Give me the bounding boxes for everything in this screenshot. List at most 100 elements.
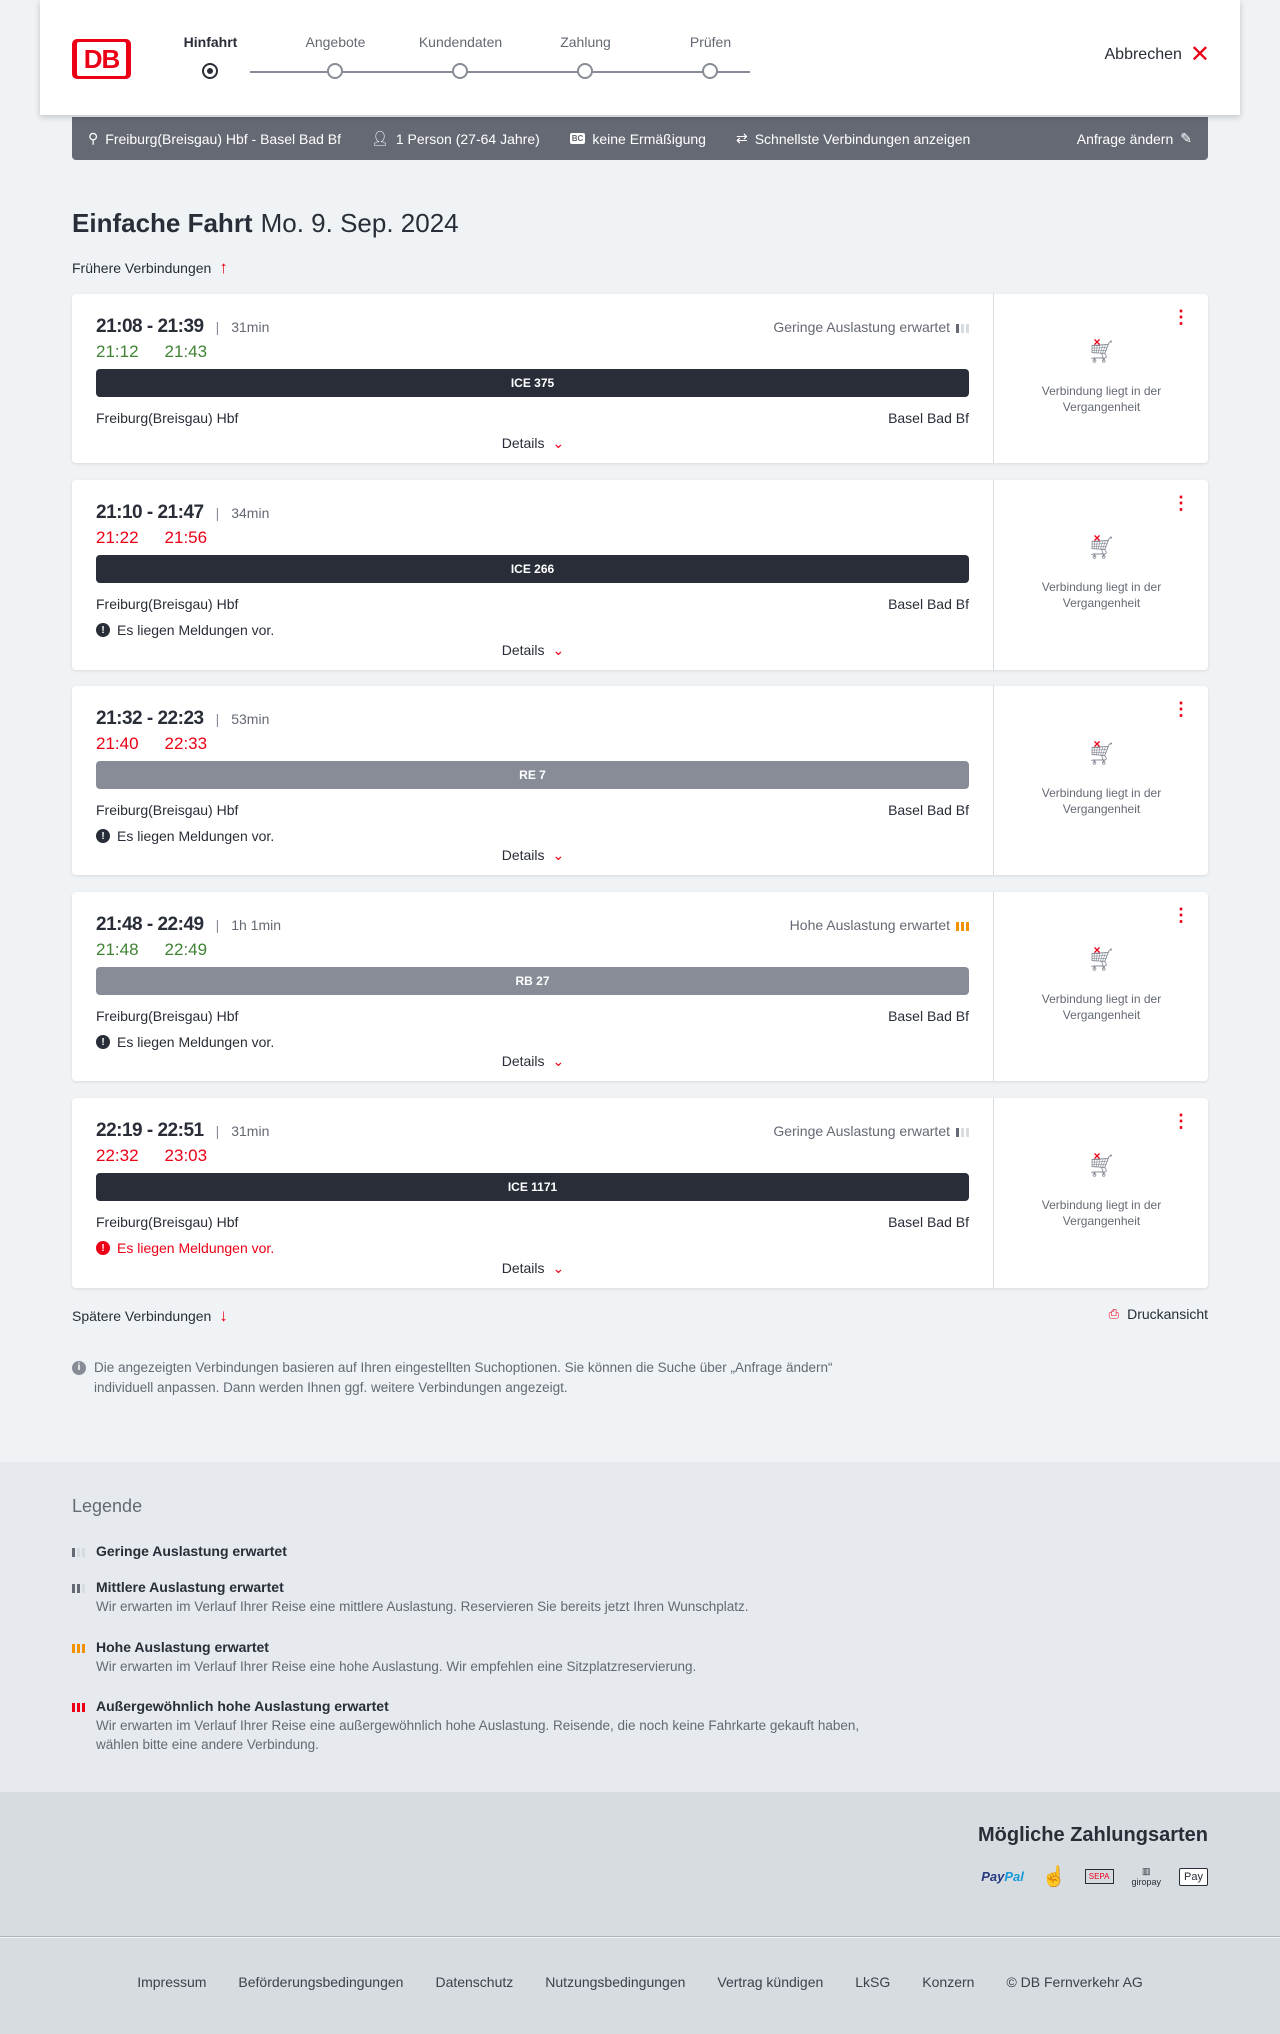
arrival-station: Basel Bad Bf <box>888 596 969 612</box>
planned-times: 22:19 - 22:51 <box>96 1120 204 1141</box>
stepper-line <box>250 71 750 73</box>
print-view-link[interactable]: ⎙ Druckansicht <box>1108 1306 1208 1322</box>
paypal-logo: PayPal <box>981 1869 1024 1884</box>
occupancy-indicator: Geringe Auslastung erwartet <box>773 319 969 335</box>
footer-link-datenschutz[interactable]: Datenschutz <box>435 1974 514 1990</box>
booking-panel: ⋮ 🛒︎ Verbindung liegt in der Vergangenheit <box>995 892 1208 1081</box>
duration: 34min <box>231 505 270 521</box>
duration: 53min <box>231 711 270 727</box>
occupancy-indicator: Geringe Auslastung erwartet <box>773 1123 969 1139</box>
footer-link-nutzungsbedingungen[interactable]: Nutzungsbedingungen <box>545 1974 686 1990</box>
footer-link-impressum[interactable]: Impressum <box>137 1974 207 1990</box>
connection-main: 21:08 - 21:39 | 31min Geringe Auslastung er… <box>72 294 994 463</box>
more-options-icon[interactable]: ⋮ <box>1172 307 1190 327</box>
past-connection-note: Verbindung liegt in der Vergangenheit <box>1041 991 1162 1022</box>
swap-arrows-icon: ⇄ <box>735 130 748 146</box>
more-options-icon[interactable]: ⋮ <box>1172 493 1190 513</box>
details-toggle[interactable]: Details ⌄ <box>501 1053 565 1069</box>
arrow-up-icon: ↑ <box>219 258 228 277</box>
header: DB Hinfahrt Angebote Kundendaten Zahlung… <box>40 0 1240 115</box>
cart-unavailable-icon: 🛒︎ <box>995 1149 1208 1179</box>
credit-card-icon: ☝ <box>1041 1866 1067 1888</box>
duration: 31min <box>231 319 270 335</box>
alert-icon: ! <box>96 1241 110 1255</box>
footer-link-vertrag-kuendigen[interactable]: Vertrag kündigen <box>717 1974 824 1990</box>
step-zahlung: Zahlung <box>523 34 648 79</box>
db-logo[interactable]: DB <box>72 39 131 79</box>
connection-card[interactable]: 21:08 - 21:39 | 31min Geringe Auslastung er… <box>72 294 1208 463</box>
connection-main: 21:48 - 22:49 | 1h 1min Hohe Auslastung erw… <box>72 892 994 1081</box>
footer-copyright: © DB Fernverkehr AG <box>1006 1974 1143 1990</box>
info-icon: i <box>72 1361 86 1375</box>
cart-unavailable-icon: 🛒︎ <box>995 335 1208 365</box>
low-occupancy-icon <box>72 1545 85 1557</box>
connection-card[interactable]: 22:19 - 22:51 | 31min Geringe Auslastung er… <box>72 1098 1208 1288</box>
details-toggle[interactable]: Details ⌄ <box>501 435 565 451</box>
step-angebote: Angebote <box>273 34 398 79</box>
legend-item-high: Hohe Auslastung erwartet Wir erwarten im … <box>72 1638 872 1676</box>
extreme-occupancy-icon <box>72 1700 85 1712</box>
connection-card[interactable]: 21:10 - 21:47 | 34min 21:22 21:56 ICE 266 Frei… <box>72 480 1208 670</box>
fastest-connections-option[interactable]: ⇄ Schnellste Verbindungen anzeigen <box>735 130 971 147</box>
legend-title: Legende <box>72 1496 143 1516</box>
departure-station: Freiburg(Breisgau) Hbf <box>96 410 239 426</box>
giropay-logo: ▥ giropay <box>1131 1866 1162 1887</box>
route-summary: ⚲ Freiburg(Breisgau) Hbf - Basel Bad Bf <box>88 130 342 147</box>
duration: 31min <box>231 1123 270 1139</box>
arrival-station: Basel Bad Bf <box>888 410 969 426</box>
details-toggle[interactable]: Details ⌄ <box>501 642 565 658</box>
legend-section: Legende Geringe Auslastung erwartet Mitt… <box>0 1462 1280 1792</box>
train-bar[interactable]: RE 7 <box>96 761 969 789</box>
low-occupancy-icon <box>956 1125 969 1137</box>
more-options-icon[interactable]: ⋮ <box>1172 905 1190 925</box>
step-pruefen: Prüfen <box>648 34 773 79</box>
occupancy-indicator: Hohe Auslastung erwartet <box>790 917 969 933</box>
past-connection-note: Verbindung liegt in der Vergangenheit <box>1041 383 1162 414</box>
sepa-icon: SEPA <box>1084 1869 1114 1884</box>
cancel-button[interactable]: Abbrechen ✕ <box>1104 41 1211 68</box>
past-connection-note: Verbindung liegt in der Vergangenheit <box>1041 580 1162 610</box>
legend-item-extreme: Außergewöhnlich hohe Auslastung erwartet… <box>72 1697 872 1754</box>
person-icon: 👤︎ <box>371 130 389 146</box>
info-note: i Die angezeigten Verbindungen basieren a… <box>72 1358 842 1398</box>
train-bar[interactable]: ICE 266 <box>96 555 969 583</box>
chevron-down-icon: ⌄ <box>552 1053 565 1069</box>
discount-summary: BC keine Ermäßigung <box>569 130 706 147</box>
page-title: Einfache Fahrt Mo. 9. Sep. 2024 <box>72 208 459 238</box>
departure-station: Freiburg(Breisgau) Hbf <box>96 802 239 818</box>
footer-link-konzern[interactable]: Konzern <box>922 1974 975 1990</box>
connection-main: 22:19 - 22:51 | 31min Geringe Auslastung er… <box>72 1098 994 1288</box>
connection-card[interactable]: 21:48 - 22:49 | 1h 1min Hohe Auslastung erw… <box>72 892 1208 1081</box>
footer-link-befoerderungsbedingungen[interactable]: Beförderungsbedingungen <box>238 1974 404 1990</box>
booking-panel: ⋮ 🛒︎ Verbindung liegt in der Vergangenheit <box>995 294 1208 463</box>
connection-main: 21:32 - 22:23 | 53min 21:40 22:33 RE 7 Freibur… <box>72 686 994 875</box>
step-hinfahrt: Hinfahrt <box>148 34 273 79</box>
past-connection-note: Verbindung liegt in der Vergangenheit <box>1041 1198 1162 1228</box>
chevron-down-icon: ⌄ <box>552 642 565 658</box>
realtime-times: 21:40 22:33 <box>96 734 208 753</box>
earlier-connections-link[interactable]: Frühere Verbindungen ↑ <box>72 258 228 277</box>
pencil-icon: ✎ <box>1180 130 1192 146</box>
more-options-icon[interactable]: ⋮ <box>1172 1111 1190 1131</box>
realtime-times: 21:22 21:56 <box>96 528 208 547</box>
departure-station: Freiburg(Breisgau) Hbf <box>96 1214 239 1230</box>
train-bar[interactable]: ICE 1171 <box>96 1173 969 1201</box>
footer-link-lksg[interactable]: LkSG <box>855 1974 891 1990</box>
planned-times: 21:32 - 22:23 <box>96 708 204 729</box>
realtime-times: 22:32 23:03 <box>96 1146 208 1165</box>
chevron-down-icon: ⌄ <box>552 1260 565 1276</box>
planned-times: 21:08 - 21:39 <box>96 316 204 337</box>
high-occupancy-icon <box>956 919 969 931</box>
train-bar[interactable]: ICE 375 <box>96 369 969 397</box>
edit-request-button[interactable]: Anfrage ändern ✎ <box>1076 130 1192 147</box>
details-toggle[interactable]: Details ⌄ <box>501 1260 565 1276</box>
more-options-icon[interactable]: ⋮ <box>1172 699 1190 719</box>
legend-item-low: Geringe Auslastung erwartet <box>72 1542 872 1561</box>
arrival-station: Basel Bad Bf <box>888 1214 969 1230</box>
later-connections-link[interactable]: Spätere Verbindungen ↓ <box>72 1306 228 1325</box>
location-pin-icon: ⚲ <box>88 130 99 146</box>
connection-card[interactable]: 21:32 - 22:23 | 53min 21:40 22:33 RE 7 Freibur… <box>72 686 1208 875</box>
details-toggle[interactable]: Details ⌄ <box>501 847 565 863</box>
booking-panel: ⋮ 🛒︎ Verbindung liegt in der Vergangenheit <box>995 480 1208 670</box>
train-bar[interactable]: RB 27 <box>96 967 969 995</box>
